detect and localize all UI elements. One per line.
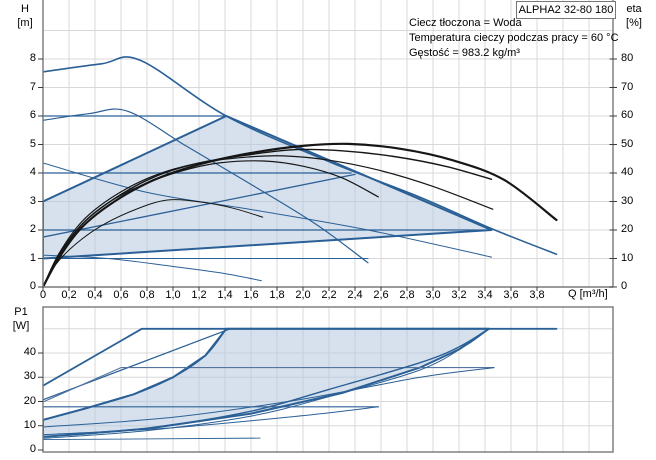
p1-axis-title: P1 [W] <box>6 305 36 333</box>
p1-tick-label: 20 <box>23 394 36 407</box>
max-speed-curve <box>43 56 558 255</box>
info-line-temperature: Temperatura cieczy podczas pracy = 60 °C <box>409 32 619 44</box>
x-tick-label: 1,0 <box>165 289 181 301</box>
info-line-density: Gęstość = 983.2 kg/m³ <box>409 47 520 59</box>
h-tick-label: 6 <box>29 109 36 121</box>
efficiency-curve-4 <box>43 160 379 287</box>
liquid-info-block: Ciecz tłoczona = Woda Temperatura cieczy… <box>409 16 619 61</box>
h-axis-title: H [m] <box>10 2 40 30</box>
prop-pressure-2 <box>43 173 356 238</box>
bottom-chart-curves <box>43 327 558 441</box>
efficiency-curve-3 <box>43 155 494 287</box>
x-tick-label: 0,2 <box>61 289 77 301</box>
x-tick-label: 3,4 <box>477 289 493 301</box>
eta-tick-label: 40 <box>621 166 634 178</box>
p1-tick-label: 0 <box>29 443 36 455</box>
power-auto-min <box>43 328 490 438</box>
x-tick-label: 2,6 <box>373 289 389 301</box>
x-tick-label: 1,2 <box>191 289 207 301</box>
eta-tick-label: 80 <box>621 52 634 64</box>
x-tick-label: 0,4 <box>87 289 103 301</box>
x-tick-label: 3,0 <box>425 289 441 301</box>
p1-tick-label: 30 <box>23 370 36 383</box>
eta-tick-label: 30 <box>621 194 634 207</box>
h-tick-label: 1 <box>29 251 36 264</box>
autoadapt-operating-range <box>43 115 493 260</box>
p1-tick-label: 40 <box>23 346 36 358</box>
x-tick-label: 0,6 <box>113 289 129 301</box>
x-tick-label: 1,6 <box>243 289 259 301</box>
h-axis-symbol: H <box>21 3 29 15</box>
eta-tick-label: 0 <box>621 280 628 292</box>
power-auto-min-2 <box>43 328 490 439</box>
eta-tick-label: 20 <box>621 223 634 235</box>
autoadapt-power-range <box>43 327 490 438</box>
x-tick-label: 1,8 <box>269 289 285 301</box>
pump-model-title: ALPHA2 32-80 180 <box>516 1 616 19</box>
power-speed-1 <box>43 437 261 441</box>
h-tick-label: 7 <box>29 80 36 93</box>
x-tick-label: 3,2 <box>451 289 467 301</box>
speed-1-curve <box>43 254 262 282</box>
top-chart-curves <box>43 56 558 287</box>
x-tick-label: 3,6 <box>503 289 519 301</box>
x-tick-label: 2,0 <box>295 289 311 301</box>
x-tick-label: 0,8 <box>139 289 155 301</box>
eta-tick-label: 70 <box>621 80 634 93</box>
eta-axis-title: eta [%] <box>617 2 651 30</box>
power-low-curve <box>43 406 379 436</box>
efficiency-speed-1 <box>43 199 264 287</box>
p1-axis-unit: [W] <box>12 320 30 332</box>
x-tick-label: 2,8 <box>399 289 415 301</box>
efficiency-max-speed <box>43 142 558 287</box>
power-flat-34 <box>43 367 495 403</box>
h-tick-label: 5 <box>29 137 36 150</box>
x-tick-label: 3,8 <box>529 289 545 301</box>
mid-descending-curve <box>43 162 492 258</box>
h-axis-unit: [m] <box>17 17 33 29</box>
eta-tick-label: 10 <box>621 251 634 264</box>
eta-axis-symbol: eta <box>626 3 642 15</box>
h-tick-label: 2 <box>29 223 36 235</box>
x-tick-label: 2,4 <box>347 289 363 301</box>
h-tick-label: 8 <box>29 52 36 64</box>
power-mid-curve <box>43 367 495 428</box>
h-tick-label: 3 <box>29 194 36 207</box>
prop-pressure-1 <box>43 229 493 260</box>
power-auto-max <box>43 328 227 421</box>
info-line-liquid: Ciecz tłoczona = Woda <box>409 17 522 29</box>
p1-axis-symbol: P1 <box>14 306 28 318</box>
p1-tick-label: 10 <box>23 418 36 431</box>
power-max-speed <box>43 327 558 387</box>
q-axis-label: Q [m³/h] <box>568 288 608 300</box>
h-tick-label: 0 <box>29 280 36 292</box>
x-tick-label: 1,4 <box>217 289 233 301</box>
speed-2-curve <box>43 108 369 264</box>
prop-pressure-3 <box>43 115 227 203</box>
eta-axis-unit: [%] <box>626 17 642 29</box>
x-tick-label: 2,2 <box>321 289 337 301</box>
eta-tick-label: 50 <box>621 137 634 150</box>
eta-tick-label: 60 <box>621 109 634 121</box>
x-tick-label: 0 <box>39 289 47 301</box>
h-tick-label: 4 <box>29 166 36 178</box>
